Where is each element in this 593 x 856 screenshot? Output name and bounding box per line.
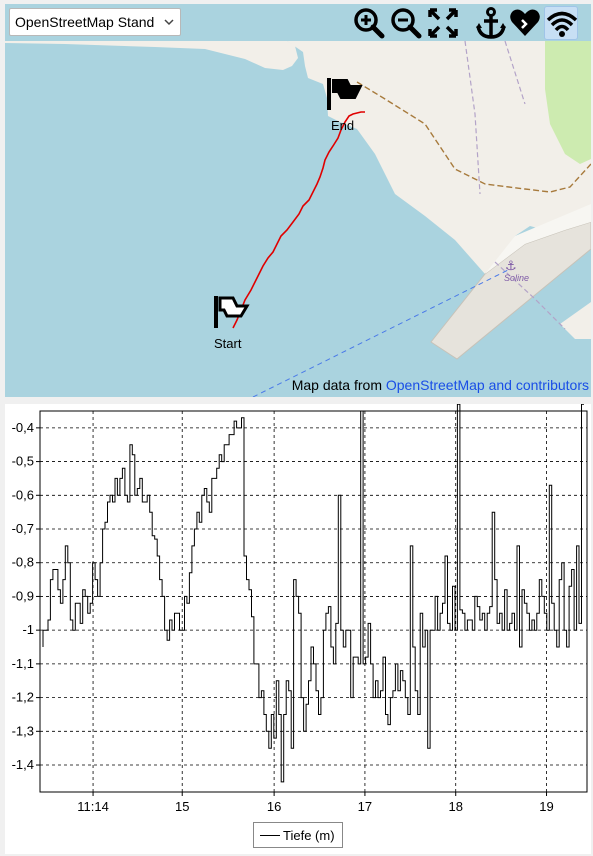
chevron-down-icon [164, 19, 174, 26]
land-south-east [560, 302, 591, 339]
y-tick-label: -0,9 [12, 588, 34, 603]
ferry-route [252, 268, 511, 397]
place-label: Soline [504, 273, 530, 283]
y-tick-label: -0,6 [12, 487, 34, 502]
land-mainland [287, 41, 591, 274]
y-tick-label: -0,8 [12, 555, 34, 570]
map-attribution: Map data from OpenStreetMap and contribu… [292, 377, 589, 393]
map-layer-value: OpenStreetMap Stand [15, 14, 155, 30]
end-flag-icon[interactable] [327, 78, 363, 110]
zoom-out-icon [391, 8, 422, 39]
y-tick-label: -1,1 [12, 656, 34, 671]
boundary-line-2 [504, 40, 526, 105]
anchor-icon [476, 7, 506, 39]
y-tick-label: -0,4 [12, 420, 34, 435]
end-label: End [331, 118, 355, 133]
quay-area [485, 204, 591, 274]
chart-legend: Tiefe (m) [253, 822, 343, 848]
boundary-line-3 [494, 261, 566, 330]
series-line-0 [42, 404, 584, 783]
chart-canvas: -0,4 -0,5 -0,6 -0,7 -0,8 -0,9 -1 -1,1 -1,2 -1,3 -1… [12, 404, 588, 814]
pier [430, 221, 591, 360]
zoom-out-button[interactable] [389, 6, 423, 40]
start-flag-icon[interactable] [214, 296, 250, 328]
favorite-button[interactable] [508, 6, 542, 40]
fit-to-screen-button[interactable] [426, 6, 460, 40]
plot-area [39, 410, 588, 793]
y-tick-label: -1,4 [12, 757, 34, 772]
x-axis-ticks: 11:14 15 16 17 18 19 [77, 792, 554, 814]
footpath [356, 81, 591, 193]
x-tick-label: 16 [267, 799, 281, 814]
anchor-button[interactable] [474, 6, 508, 40]
boundary-line-1 [464, 40, 481, 195]
park-area [545, 41, 591, 164]
pane-splitter-handle[interactable] [282, 399, 312, 429]
depth-chart: -0,4 -0,5 -0,6 -0,7 -0,8 -0,9 -1 -1,1 -1,2 -1,3 -1… [5, 404, 591, 854]
y-tick-label: -0,5 [12, 454, 34, 469]
zoom-in-button[interactable] [352, 6, 386, 40]
y-axis-ticks: -0,4 -0,5 -0,6 -0,7 -0,8 -0,9 -1 -1,1 -1,2 -1,3 -1… [12, 420, 40, 772]
start-label: Start [214, 336, 242, 351]
y-tick-label: -0,7 [12, 521, 34, 536]
attribution-text: Map data from [291, 377, 386, 393]
legend-swatch [260, 835, 280, 836]
wifi-icon [546, 11, 578, 37]
series-layer [42, 404, 584, 783]
attribution-link[interactable]: OpenStreetMap and contributors [385, 377, 589, 393]
fit-to-screen-icon [428, 8, 458, 38]
y-tick-label: -1,3 [12, 723, 34, 738]
wifi-toggle-button[interactable] [544, 6, 578, 40]
x-tick-label: 19 [539, 799, 553, 814]
legend-label: Tiefe (m) [283, 828, 335, 843]
map-view[interactable]: ⚓ Start End Soline Map data from OpenStr… [5, 4, 591, 397]
grid-lines [40, 411, 587, 792]
map-layer-select[interactable]: OpenStreetMap Stand [9, 8, 181, 36]
zoom-in-icon [354, 8, 385, 39]
gps-track [232, 111, 365, 329]
y-tick-label: -1 [22, 622, 34, 637]
x-tick-label: 17 [358, 799, 372, 814]
x-tick-label: 15 [175, 799, 189, 814]
anchorage-icon: ⚓ [505, 259, 517, 274]
x-tick-label: 18 [448, 799, 462, 814]
coast-land-north [5, 41, 298, 70]
map-canvas[interactable]: ⚓ [5, 4, 591, 397]
heart-icon [510, 9, 540, 36]
x-tick-label: 11:14 [77, 799, 109, 814]
y-tick-label: -1,2 [12, 690, 34, 705]
